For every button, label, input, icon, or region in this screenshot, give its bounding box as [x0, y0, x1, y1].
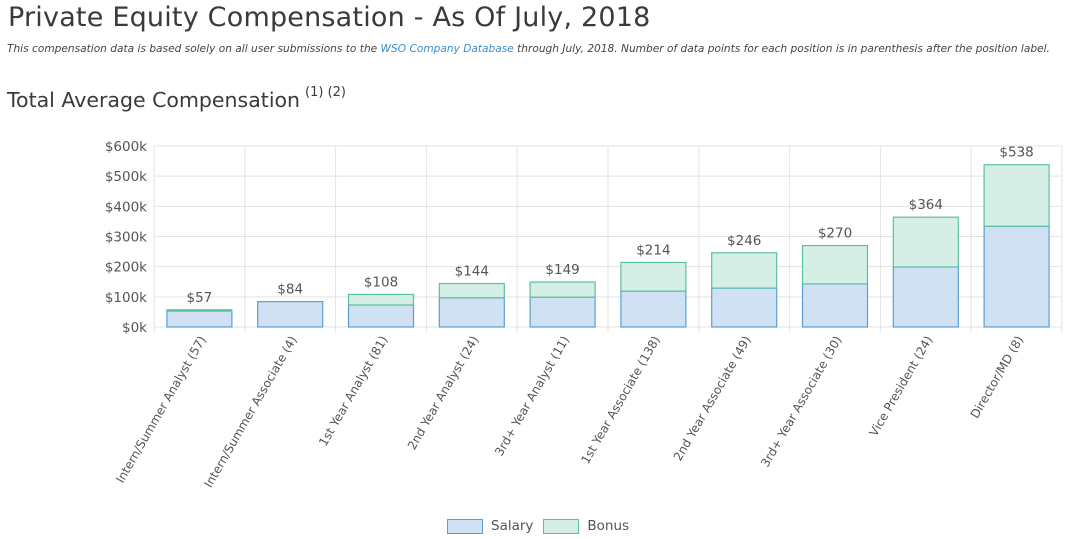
total-data-label: $144: [455, 264, 489, 280]
bar-bonus: [438, 282, 505, 299]
bar-salary: [711, 287, 778, 328]
x-tick-label: 2nd Year Analyst (24): [405, 334, 482, 453]
bar-bonus: [983, 164, 1050, 227]
chart-legend: Salary Bonus: [447, 518, 639, 534]
total-data-label: $149: [545, 262, 579, 278]
y-tick-label: $0k: [122, 320, 147, 336]
note-text-after: through July, 2018. Number of data point…: [513, 43, 1050, 55]
legend-swatch-bonus: [543, 518, 580, 534]
x-tick-label: Director/MD (8): [968, 334, 1026, 421]
bar-bonus: [801, 244, 869, 285]
y-tick-label: $300k: [105, 230, 147, 246]
total-data-label: $108: [364, 274, 398, 290]
x-tick-label: Intern/Summer Analyst (57): [113, 334, 209, 486]
x-tick-label: 1st Year Associate (138): [578, 334, 663, 467]
section-title-text: Total Average Compensation: [7, 88, 301, 112]
x-tick-label: 3rd+ Year Associate (30): [758, 334, 845, 470]
note-text-before: This compensation data is based solely o…: [7, 43, 381, 55]
bar-bonus: [166, 309, 233, 312]
bar-salary: [529, 296, 596, 328]
bar-salary: [166, 310, 233, 328]
description-note: This compensation data is based solely o…: [7, 43, 1077, 55]
x-tick-label: Intern/Summer Associate (4): [201, 334, 299, 490]
bar-bonus: [529, 281, 596, 298]
bar-bonus: [620, 261, 687, 292]
bar-salary: [801, 283, 869, 328]
x-tick-label: 2nd Year Associate (49): [671, 334, 754, 464]
legend-item-salary[interactable]: Salary: [447, 518, 533, 534]
y-tick-label: $200k: [105, 260, 147, 276]
bar-salary: [620, 290, 687, 328]
y-tick-label: $100k: [105, 290, 147, 306]
bar-salary: [347, 304, 415, 328]
bar-bonus: [892, 216, 959, 268]
y-tick-label: $500k: [105, 169, 147, 185]
total-data-label: $538: [999, 145, 1033, 161]
legend-label-salary: Salary: [491, 518, 534, 534]
legend-label-bonus: Bonus: [587, 518, 630, 534]
page-title: Private Equity Compensation - As Of July…: [8, 2, 651, 33]
total-data-label: $270: [818, 226, 852, 242]
bar-bonus: [711, 252, 778, 289]
wso-database-link[interactable]: WSO Company Database: [380, 43, 514, 55]
x-tick-label: 3rd+ Year Analyst (11): [492, 334, 572, 459]
total-data-label: $364: [909, 197, 943, 213]
total-data-label: $246: [727, 233, 761, 249]
legend-item-bonus[interactable]: Bonus: [543, 518, 629, 534]
bar-salary: [892, 266, 959, 328]
x-tick-label: Vice President (24): [867, 334, 936, 439]
bar-salary: [438, 297, 505, 328]
x-tick-label: 1st Year Analyst (81): [316, 334, 390, 449]
section-footnotes[interactable]: (1) (2): [305, 85, 347, 100]
bar-bonus: [347, 293, 415, 306]
compensation-chart: $0k $100k $200k $300k $400k $500k $600k $57 Inte…: [105, 139, 1063, 490]
section-title: Total Average Compensation (1) (2): [7, 85, 347, 112]
total-data-label: $214: [636, 242, 670, 258]
y-tick-label: $600k: [105, 139, 147, 155]
y-tick-label: $400k: [105, 199, 147, 215]
bar-salary: [257, 301, 324, 328]
total-data-label: $84: [277, 282, 303, 298]
bar-salary: [983, 225, 1050, 328]
total-data-label: $57: [187, 290, 213, 306]
legend-swatch-salary: [447, 518, 483, 534]
